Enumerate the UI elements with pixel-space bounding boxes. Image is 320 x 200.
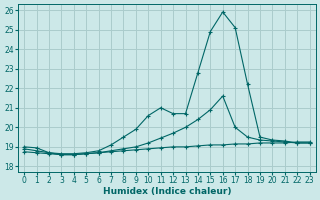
X-axis label: Humidex (Indice chaleur): Humidex (Indice chaleur) bbox=[103, 187, 231, 196]
